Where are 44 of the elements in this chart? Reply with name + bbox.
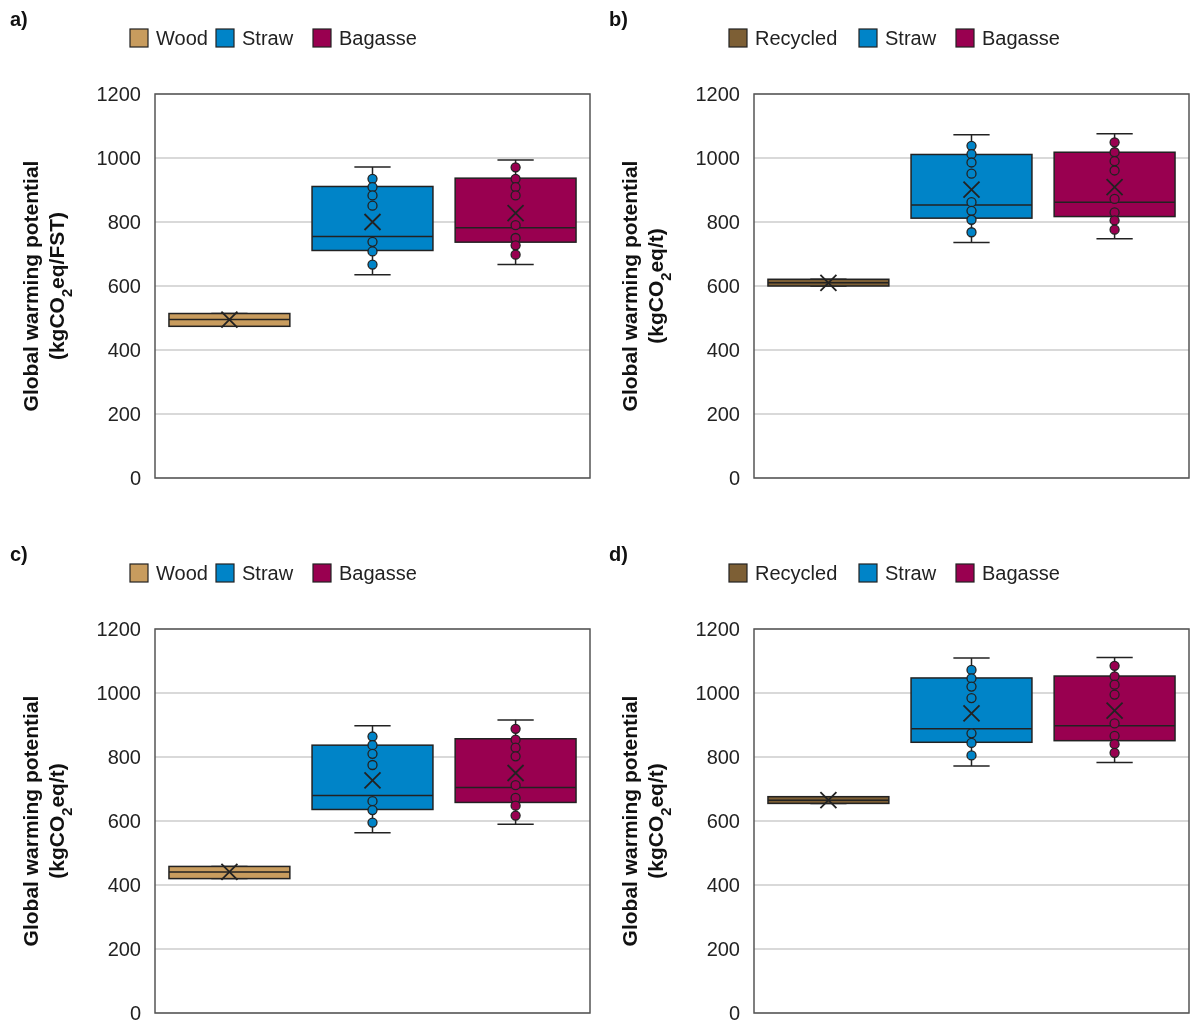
y-tick-label: 1200 (96, 83, 141, 105)
legend-label: Straw (885, 27, 937, 49)
legend-label: Straw (242, 27, 294, 49)
y-tick-label: 800 (107, 746, 141, 768)
y-tick-label: 400 (706, 339, 740, 361)
y-tick-label: 600 (107, 810, 141, 832)
y-tick-label: 200 (706, 938, 740, 960)
y-tick-label: 1200 (96, 618, 141, 640)
legend-label: Straw (242, 562, 294, 584)
y-tick-label: 200 (706, 403, 740, 425)
y-tick-label: 800 (706, 211, 740, 233)
y-tick-label: 1000 (96, 147, 141, 169)
y-tick-label: 1000 (695, 147, 740, 169)
chart-title: d) (609, 543, 628, 565)
legend-label: Wood (156, 27, 208, 49)
legend-label: Bagasse (982, 562, 1060, 584)
legend-label: Bagasse (339, 27, 417, 49)
legend-label: Bagasse (982, 27, 1060, 49)
y-tick-label: 1000 (695, 682, 740, 704)
y-tick-label: 800 (107, 211, 141, 233)
y-tick-label: 600 (706, 275, 740, 297)
chart-title: b) (609, 8, 628, 30)
y-tick-label: 1200 (695, 618, 740, 640)
legend-label: Wood (156, 562, 208, 584)
y-tick-label: 0 (728, 467, 740, 489)
y-tick-label: 600 (107, 275, 141, 297)
y-tick-label: 0 (129, 1002, 141, 1024)
y-tick-label: 1200 (695, 83, 740, 105)
y-tick-label: 800 (706, 746, 740, 768)
legend-label: Recycled (755, 27, 838, 49)
y-tick-label: 0 (129, 467, 141, 489)
y-tick-label: 200 (107, 403, 141, 425)
legend-label: Bagasse (339, 562, 417, 584)
y-tick-label: 400 (706, 874, 740, 896)
y-tick-label: 400 (107, 339, 141, 361)
y-tick-label: 0 (728, 1002, 740, 1024)
y-tick-label: 1000 (96, 682, 141, 704)
y-tick-label: 400 (107, 874, 141, 896)
legend-label: Straw (885, 562, 937, 584)
legend-label: Recycled (755, 562, 838, 584)
chart-title: c) (10, 543, 28, 565)
y-tick-label: 600 (706, 810, 740, 832)
y-tick-label: 200 (107, 938, 141, 960)
chart-title: a) (10, 8, 28, 30)
